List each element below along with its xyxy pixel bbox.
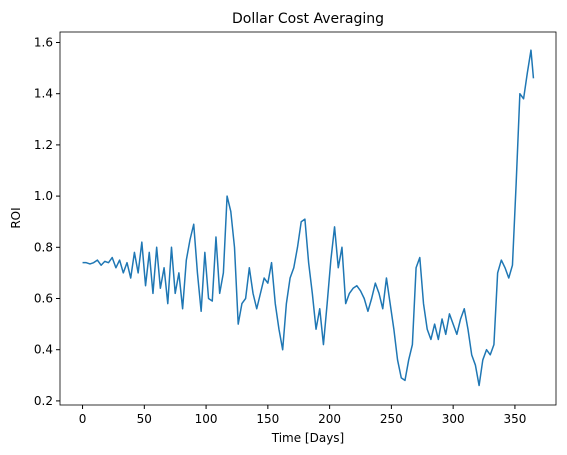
y-tick-label: 1.6 [34,35,53,49]
x-tick-label: 150 [256,412,279,426]
y-tick-label: 0.6 [34,292,53,306]
y-tick-label: 1.0 [34,189,53,203]
x-tick-label: 50 [137,412,152,426]
y-tick-label: 1.2 [34,138,53,152]
x-tick-label: 350 [503,412,526,426]
x-tick-label: 100 [195,412,218,426]
x-tick-label: 200 [318,412,341,426]
x-tick-label: 300 [442,412,465,426]
plot-frame [59,31,557,406]
chart-title: Dollar Cost Averaging [232,11,384,27]
line [82,49,535,387]
y-tick-label: 1.4 [34,87,53,101]
x-axis-label: Time [Days] [271,431,345,445]
y-tick-label: 0.4 [34,343,53,357]
y-tick-label: 0.8 [34,240,53,254]
y-axis-label: ROI [9,207,23,228]
y-tick-label: 0.2 [34,394,53,408]
x-tick-label: 250 [380,412,403,426]
x-tick-label: 0 [79,412,87,426]
